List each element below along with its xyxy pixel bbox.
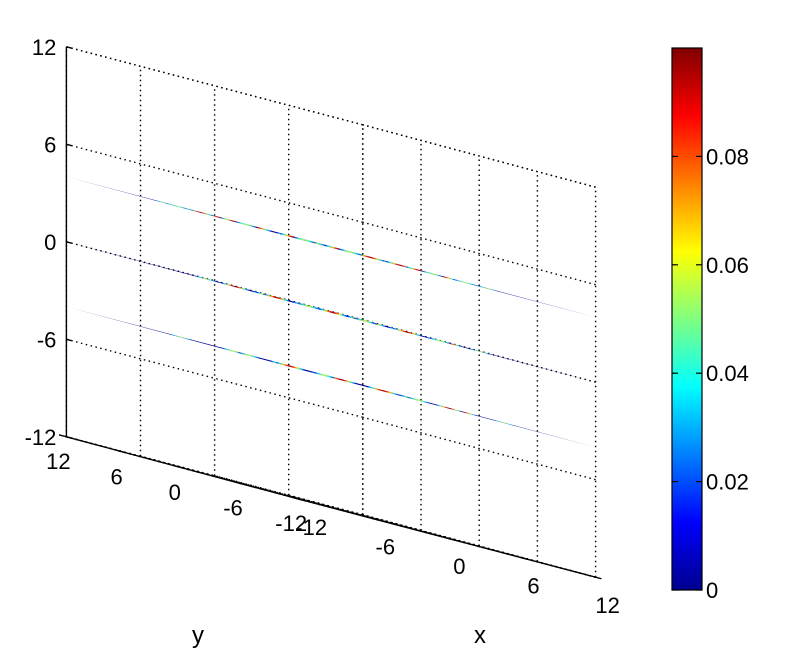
- y-axis-label: y: [192, 622, 204, 649]
- peak-2-22: [162, 199, 190, 213]
- y-tick-label-0: 12: [46, 449, 70, 474]
- x-tick-mark-1: [373, 518, 380, 521]
- peak-1-6: [390, 323, 425, 341]
- z-tick-mark-3: [66, 143, 72, 147]
- y-tick-label-3: -6: [223, 496, 243, 521]
- x-tick-label-4: 12: [595, 593, 619, 618]
- x-tick-label-0: -12: [295, 515, 327, 540]
- peak-1-16: [295, 299, 323, 313]
- top-edge-30: [66, 46, 363, 126]
- z-tick-label-4: -12: [25, 425, 57, 450]
- y-tick-mark-4: [58, 434, 67, 438]
- z-tick-mark-4: [66, 46, 72, 49]
- z-tick-label-2: 0: [44, 230, 56, 255]
- z-tick-label-0: 12: [32, 35, 56, 60]
- axis-labels: x y: [192, 622, 486, 649]
- side-grid-z-28: [362, 221, 596, 286]
- peak-0-4: [323, 370, 359, 389]
- y-tick-mark-0: [291, 496, 300, 500]
- y-tick-label-2: 0: [169, 480, 181, 505]
- x-tick-label-3: 6: [527, 574, 539, 599]
- peak-1-15: [350, 314, 379, 329]
- side-grid-z-26: [362, 416, 596, 481]
- slice-peaks: [191, 271, 495, 359]
- peak-2-23: [474, 282, 501, 296]
- y-tick-mark-2: [175, 465, 183, 469]
- peak-0-6: [447, 404, 480, 420]
- colorbar-tick-label-0: 0: [706, 578, 718, 603]
- top-edge-31: [362, 124, 596, 188]
- peak-1-7: [218, 278, 252, 295]
- axes: [58, 46, 602, 580]
- y-tick-label-1: 6: [110, 464, 122, 489]
- slice-plane-z0: [66, 241, 596, 383]
- x-tick-mark-3: [521, 557, 528, 560]
- peak-0-16: [310, 368, 338, 382]
- z-tick-label-3: -6: [37, 327, 57, 352]
- peak-2-17: [290, 233, 319, 248]
- peak-2-13: [335, 244, 365, 260]
- x-tick-label-1: -6: [376, 535, 396, 560]
- peak-1-13: [191, 271, 220, 286]
- y-axis-line: [66, 436, 300, 500]
- z-tick-mark-1: [66, 338, 72, 342]
- colorbar-tick-label-4: 0.08: [706, 144, 749, 169]
- slice-peaks: [151, 196, 501, 296]
- slice-peaks: [166, 330, 518, 430]
- peak-0-2: [364, 381, 401, 400]
- slice-planes: [66, 176, 596, 448]
- peak-2-20: [232, 217, 260, 232]
- peak-0-15: [235, 348, 263, 363]
- peak-2-21: [418, 267, 446, 281]
- x-tick-mark-4: [595, 576, 602, 580]
- peak-0-9: [218, 343, 248, 359]
- y-tick-label-4: -12: [275, 511, 307, 536]
- z-tick-label-1: 6: [44, 132, 56, 157]
- peak-2-10: [403, 262, 435, 278]
- z-tick-mark-0: [66, 436, 72, 439]
- colorbar-gradient: [671, 47, 703, 591]
- y-tick-mark-1: [233, 480, 242, 485]
- peak-2-9: [218, 213, 250, 230]
- peak-0-5: [273, 357, 308, 375]
- peak-0-11: [404, 393, 433, 408]
- peak-2-6: [383, 256, 418, 274]
- x-axis-label: x: [474, 622, 486, 649]
- peak-1-11: [261, 289, 293, 306]
- back-grid-z-18: [66, 143, 363, 223]
- x-tick-mark-0: [299, 498, 306, 502]
- y-tick-mark-3: [117, 449, 125, 454]
- x-tick-mark-2: [447, 537, 454, 541]
- peak-2-7: [202, 209, 236, 226]
- colorbar: 0 0.02 0.04 0.06 0.08: [671, 47, 749, 603]
- peak-1-17: [426, 334, 455, 349]
- colorbar-tick-label-3: 0.06: [706, 253, 749, 278]
- peak-1-8: [316, 304, 350, 321]
- z-tick-mark-2: [66, 241, 72, 244]
- colorbar-tick-label-2: 0.04: [706, 361, 749, 386]
- peak-0-8: [433, 400, 465, 416]
- x-tick-label-2: 0: [453, 554, 465, 579]
- colorbar-tick-label-1: 0.02: [706, 470, 749, 495]
- peak-2-5: [352, 248, 387, 266]
- peak-2-18: [450, 275, 478, 289]
- peak-0-12: [166, 330, 195, 345]
- slice-plane-z4: [66, 176, 596, 318]
- slice-plane-z-4: [66, 306, 596, 448]
- back-grid-z-16: [66, 338, 363, 418]
- peak-0-13: [489, 415, 518, 430]
- peak-1-14: [466, 344, 495, 359]
- peak-2-11: [184, 204, 216, 221]
